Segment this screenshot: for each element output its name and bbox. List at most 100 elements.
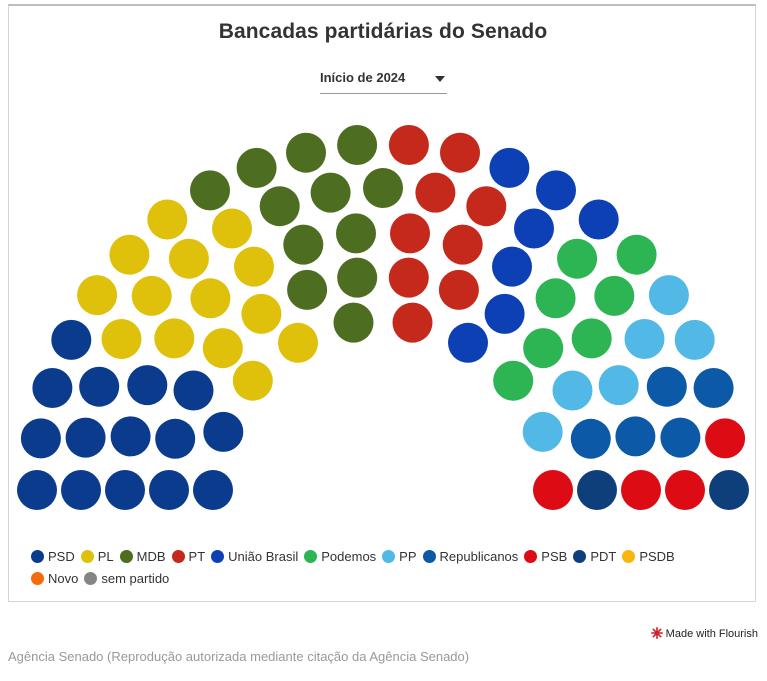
legend-item-uniao-brasil[interactable]: União Brasil <box>211 546 298 568</box>
legend-item-psdb[interactable]: PSDB <box>622 546 675 568</box>
seat-psd <box>155 418 196 459</box>
seat-psd <box>149 470 189 510</box>
made-with-flourish-link[interactable]: Made with Flourish <box>650 627 758 640</box>
seat-podemos <box>535 278 576 319</box>
seat-psd <box>127 365 168 406</box>
seat-uniao-brasil <box>492 246 532 287</box>
seat-mdb <box>337 257 378 298</box>
seat-podemos <box>594 275 635 316</box>
legend-label: Podemos <box>321 549 377 564</box>
seat-psd <box>20 418 61 459</box>
seat-pdt <box>577 470 617 510</box>
seat-pp <box>674 319 715 360</box>
seat-pp <box>552 370 593 411</box>
legend-swatch <box>171 550 185 563</box>
seat-psd <box>79 366 120 407</box>
seat-pt <box>388 257 429 298</box>
seat-mdb <box>190 170 230 211</box>
seat-mdb <box>337 125 378 165</box>
seat-mdb <box>286 132 326 173</box>
legend-swatch <box>573 550 587 563</box>
legend-item-psd[interactable]: PSD <box>31 546 75 568</box>
seat-psd <box>110 416 151 457</box>
seat-pl <box>109 234 150 275</box>
seat-uniao-brasil <box>489 147 530 188</box>
seat-mdb <box>259 186 300 227</box>
seat-podemos <box>571 318 612 359</box>
seat-pp <box>598 365 639 406</box>
seat-psd <box>65 417 106 458</box>
seat-psd <box>105 470 145 510</box>
seat-uniao-brasil <box>536 170 576 211</box>
legend-label: União Brasil <box>228 549 299 564</box>
legend-label: MDB <box>136 549 166 564</box>
seat-pp <box>522 411 563 452</box>
parliament-seats <box>17 125 749 510</box>
seat-pt <box>415 172 456 213</box>
legend-label: PL <box>97 549 114 564</box>
legend-swatch <box>80 550 94 563</box>
seat-psd <box>51 319 92 360</box>
seat-uniao-brasil <box>514 208 554 249</box>
seat-psd <box>61 470 101 510</box>
legend-swatch <box>622 550 636 563</box>
legend-swatch <box>31 550 44 563</box>
seat-pt <box>390 213 430 254</box>
seat-podemos <box>616 234 657 275</box>
seat-pl <box>234 246 274 287</box>
legend-item-novo[interactable]: Novo <box>31 568 78 590</box>
legend-label: PSD <box>48 549 75 564</box>
legend-label: PT <box>188 549 206 564</box>
seat-mdb <box>310 172 351 213</box>
legend-label: PDT <box>590 549 617 564</box>
legend-swatch <box>382 550 396 563</box>
made-with-flourish-label: Made with Flourish <box>665 628 758 640</box>
legend-item-pl[interactable]: PL <box>80 546 114 568</box>
seat-pl <box>202 328 243 369</box>
seat-pt <box>438 269 479 310</box>
legend-label: Novo <box>48 571 79 586</box>
flourish-icon <box>650 627 663 639</box>
legend-label: PSB <box>541 549 568 564</box>
legend-item-republicanos[interactable]: Republicanos <box>422 546 519 568</box>
seat-pt <box>388 125 429 165</box>
seat-republicanos <box>693 368 734 408</box>
seat-pdt <box>709 470 749 510</box>
seat-republicanos <box>660 417 701 458</box>
seat-pt <box>440 132 480 173</box>
seat-pp <box>624 319 665 359</box>
seat-psd <box>32 368 73 408</box>
legend-item-mdb[interactable]: MDB <box>119 546 166 568</box>
seat-pl <box>101 319 142 359</box>
legend-swatch <box>422 550 436 563</box>
period-dropdown[interactable]: Início de 2024 <box>320 68 447 94</box>
seat-pt <box>466 186 507 227</box>
seat-psb <box>621 470 661 510</box>
seat-pl <box>232 360 273 401</box>
seat-psd <box>193 470 233 510</box>
seat-republicanos <box>646 366 687 407</box>
legend-item-podemos[interactable]: Podemos <box>304 546 376 568</box>
seat-psd <box>173 370 214 411</box>
legend-item-pdt[interactable]: PDT <box>573 546 616 568</box>
legend-item-pp[interactable]: PP <box>382 546 417 568</box>
seat-pl <box>241 293 282 334</box>
seat-pt <box>392 302 433 343</box>
chart-title: Bancadas partidárias do Senado <box>218 20 548 43</box>
legend-label: Republicanos <box>439 549 519 564</box>
legend: PSD PL MDB PT União Brasil Podemos PP Republica… <box>31 546 731 590</box>
seat-mdb <box>283 224 324 265</box>
seat-psd <box>17 470 57 510</box>
legend-item-psb[interactable]: PSB <box>524 546 567 568</box>
seat-podemos <box>557 238 598 279</box>
seat-uniao-brasil <box>484 293 525 334</box>
legend-swatch <box>119 550 133 563</box>
seat-uniao-brasil <box>578 199 619 240</box>
chart-frame: Bancadas partidárias do Senado Início de… <box>8 4 756 602</box>
legend-item-sem-partido[interactable]: sem partido <box>84 568 169 590</box>
seat-pl <box>77 275 118 316</box>
seat-pl <box>212 208 252 249</box>
legend-label: PP <box>399 549 417 564</box>
legend-item-pt[interactable]: PT <box>171 546 206 568</box>
seat-psb <box>665 470 705 510</box>
